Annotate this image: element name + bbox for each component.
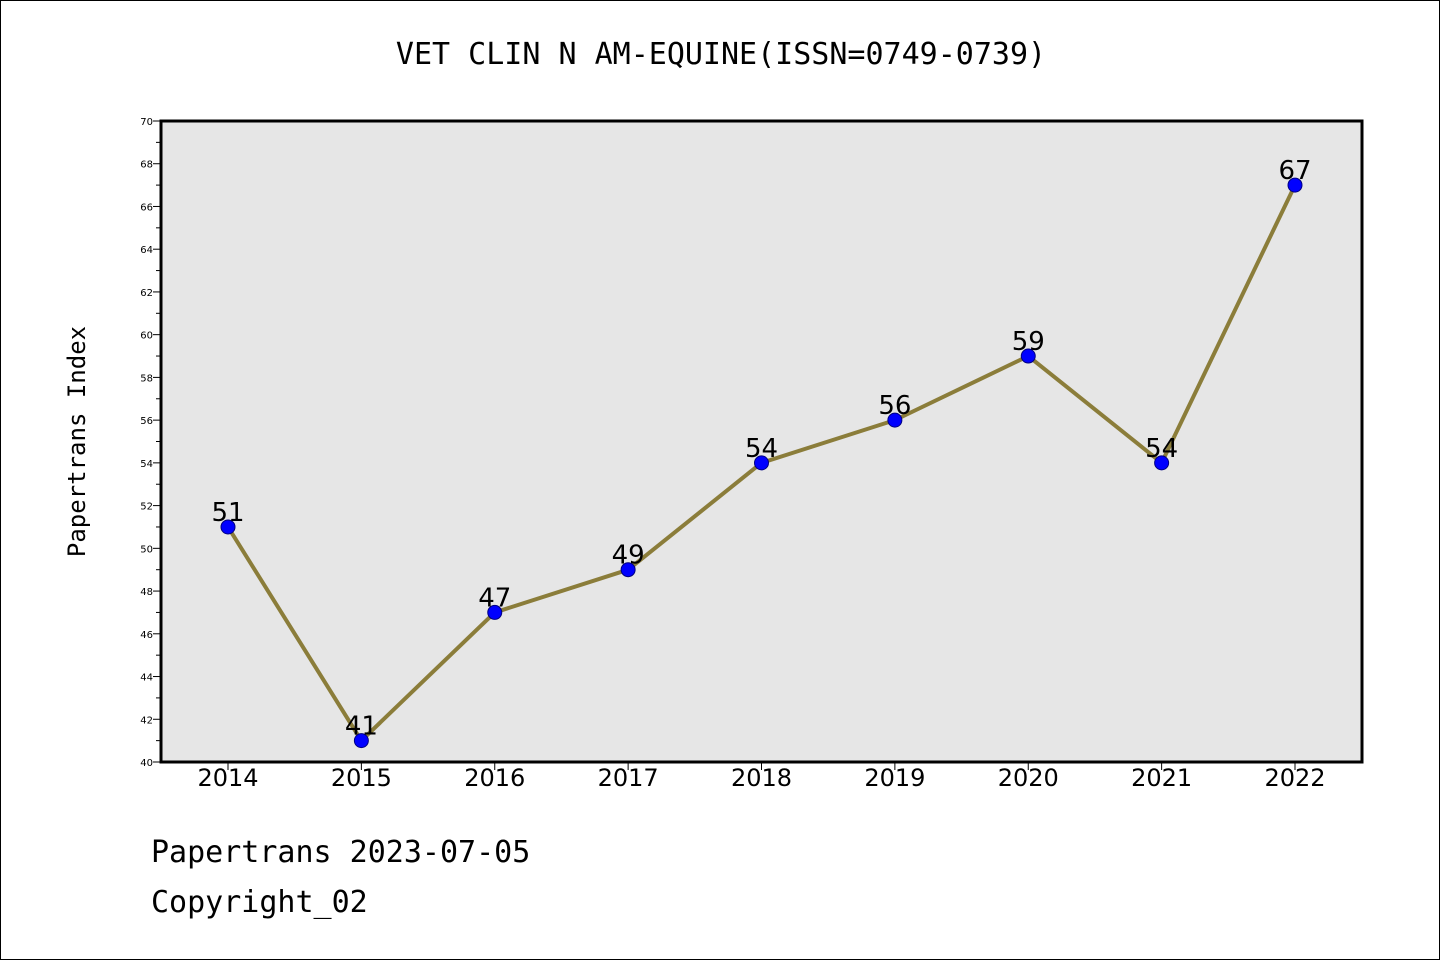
y-tick-label: 54	[140, 459, 153, 470]
data-point	[620, 562, 636, 578]
y-axis-title: Papertrans Index	[63, 326, 91, 557]
x-tick-label: 2020	[998, 764, 1059, 792]
y-tick-label: 70	[140, 117, 153, 128]
x-tick-label: 2021	[1131, 764, 1192, 792]
y-tick-label: 48	[140, 587, 153, 598]
x-tick-label: 2022	[1264, 764, 1325, 792]
plot-border	[159, 119, 1364, 764]
data-label: 59	[1012, 327, 1045, 357]
x-tick-label: 2018	[731, 764, 792, 792]
y-tick-label: 40	[140, 758, 153, 769]
data-label: 51	[211, 498, 244, 528]
x-tick-label: 2017	[598, 764, 659, 792]
y-tick-label: 58	[140, 373, 153, 384]
y-tick-label: 68	[140, 160, 153, 171]
y-tick-label: 50	[140, 544, 153, 555]
y-axis-ticks: 40 42 44 46 48 50 52 54 56 58 60 62 64 66 68 70	[140, 117, 161, 769]
x-tick-label: 2015	[331, 764, 392, 792]
y-tick-label: 44	[140, 673, 153, 684]
data-label: 41	[345, 712, 378, 742]
data-label: 49	[612, 541, 645, 571]
x-tick-label: 2014	[197, 764, 258, 792]
data-point	[220, 519, 236, 535]
data-label: 67	[1278, 156, 1311, 186]
data-point	[1020, 348, 1036, 364]
chart-title: VET CLIN N AM-EQUINE(ISSN=0749-0739)	[395, 37, 1047, 72]
x-tick-label: 2019	[864, 764, 925, 792]
data-label: 56	[878, 391, 911, 421]
data-point	[1287, 177, 1303, 193]
y-tick-label: 52	[140, 502, 153, 513]
data-label: 54	[745, 434, 778, 464]
data-point	[1154, 455, 1170, 471]
data-label: 47	[478, 583, 511, 613]
data-point	[887, 412, 903, 428]
y-tick-label: 60	[140, 331, 153, 342]
y-tick-label: 46	[140, 630, 153, 641]
x-axis-ticks: 2014 2015 2016 2017 2018 2019 2020 2021 2022	[197, 762, 1326, 792]
data-point	[353, 733, 369, 749]
data-point	[754, 455, 769, 471]
y-tick-label: 56	[140, 416, 153, 427]
y-tick-label: 62	[140, 288, 153, 299]
data-label: 54	[1145, 434, 1178, 464]
y-tick-label: 42	[140, 715, 153, 726]
plot-area	[161, 121, 1362, 762]
y-tick-label: 66	[140, 202, 153, 213]
y-tick-label: 64	[140, 245, 153, 256]
footer-copyright: Copyright_02	[151, 885, 368, 920]
series-group: 51 41 47 49 54 56 59 54 67	[211, 156, 1312, 749]
x-tick-label: 2016	[464, 764, 525, 792]
data-point	[487, 604, 503, 620]
footer-date: Papertrans 2023-07-05	[151, 835, 531, 870]
